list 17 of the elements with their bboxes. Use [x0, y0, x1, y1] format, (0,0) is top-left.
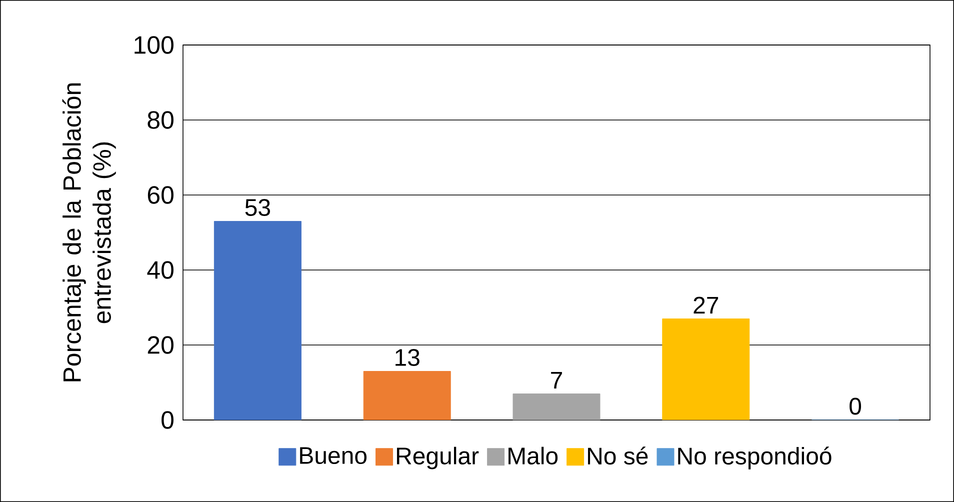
data-label: 7	[551, 372, 562, 388]
y-tick-label: 60	[148, 186, 174, 204]
legend-label: Regular	[396, 446, 479, 470]
y-tick-label: 40	[147, 261, 174, 279]
data-label: 0	[850, 398, 862, 415]
y-tick-label: 100	[134, 36, 174, 54]
legend-label: No sé	[588, 446, 648, 465]
legend-label: No respondioó	[678, 446, 832, 470]
y-tick-label: 80	[148, 111, 174, 129]
legend-label: Bueno	[300, 447, 367, 464]
data-label: 27	[694, 296, 718, 314]
legend-label: Malo	[508, 446, 558, 464]
y-axis-title: Porcentaje de la Población entrevistada (%)	[62, 83, 116, 382]
data-label: 13	[396, 349, 420, 366]
y-tick-label: 20	[148, 336, 174, 354]
data-label: 53	[245, 199, 270, 216]
y-tick-label: 0	[162, 411, 174, 429]
